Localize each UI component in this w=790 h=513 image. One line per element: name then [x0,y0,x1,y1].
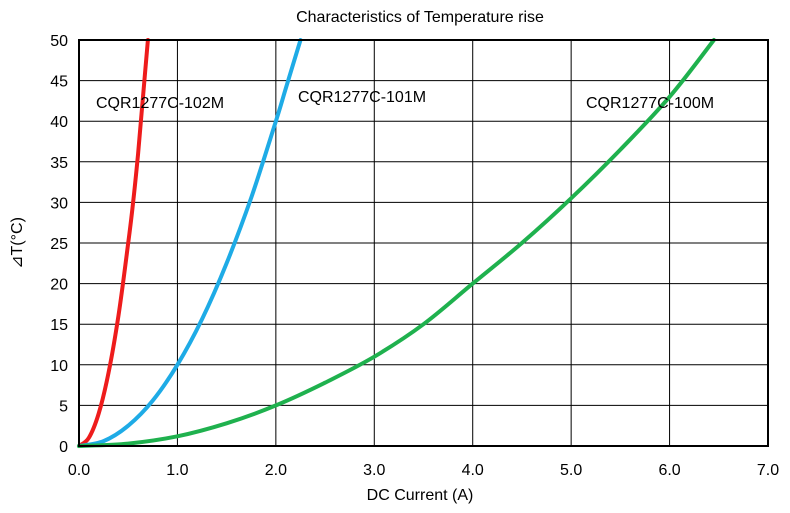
y-tick-label: 40 [50,114,68,131]
plot-frame [78,39,769,447]
x-tick-label: 7.0 [757,462,779,479]
grid-lines [78,39,769,447]
x-tick-label: 1.0 [166,462,188,479]
y-tick-label: 45 [50,74,68,91]
x-axis-label: DC Current (A) [367,487,474,504]
y-tick-label: 35 [50,155,68,172]
y-tick-label: 10 [50,358,68,375]
y-tick-labels: 0 5 10 15 20 25 30 35 40 45 50 [50,33,68,456]
series-label-101m: CQR1277C-101M [298,89,426,106]
x-tick-label: 4.0 [462,462,484,479]
y-tick-label: 15 [50,317,68,334]
series-line-cqr1277c-101m [77,38,303,448]
series-line-cqr1277c-102m [77,38,150,448]
x-tick-label: 2.0 [265,462,287,479]
series-label-102m: CQR1277C-102M [96,95,224,112]
series-labels: CQR1277C-102M CQR1277C-101M CQR1277C-100… [96,89,714,112]
x-tick-label: 0.0 [68,462,90,479]
y-tick-label: 20 [50,277,68,294]
x-tick-label: 3.0 [363,462,385,479]
series-label-100m: CQR1277C-100M [586,95,714,112]
y-tick-label: 30 [50,195,68,212]
x-tick-label: 6.0 [658,462,680,479]
y-tick-label: 25 [50,236,68,253]
x-tick-label: 5.0 [560,462,582,479]
y-tick-label: 0 [59,439,68,456]
x-tick-labels: 0.0 1.0 2.0 3.0 4.0 5.0 6.0 7.0 [68,462,779,479]
chart-title: Characteristics of Temperature rise [296,9,544,26]
y-tick-label: 5 [59,398,68,415]
series-lines [77,38,716,448]
y-axis-label: ⊿T(°C) [9,217,26,269]
series-line-cqr1277c-100m [77,38,716,448]
y-tick-label: 50 [50,33,68,50]
